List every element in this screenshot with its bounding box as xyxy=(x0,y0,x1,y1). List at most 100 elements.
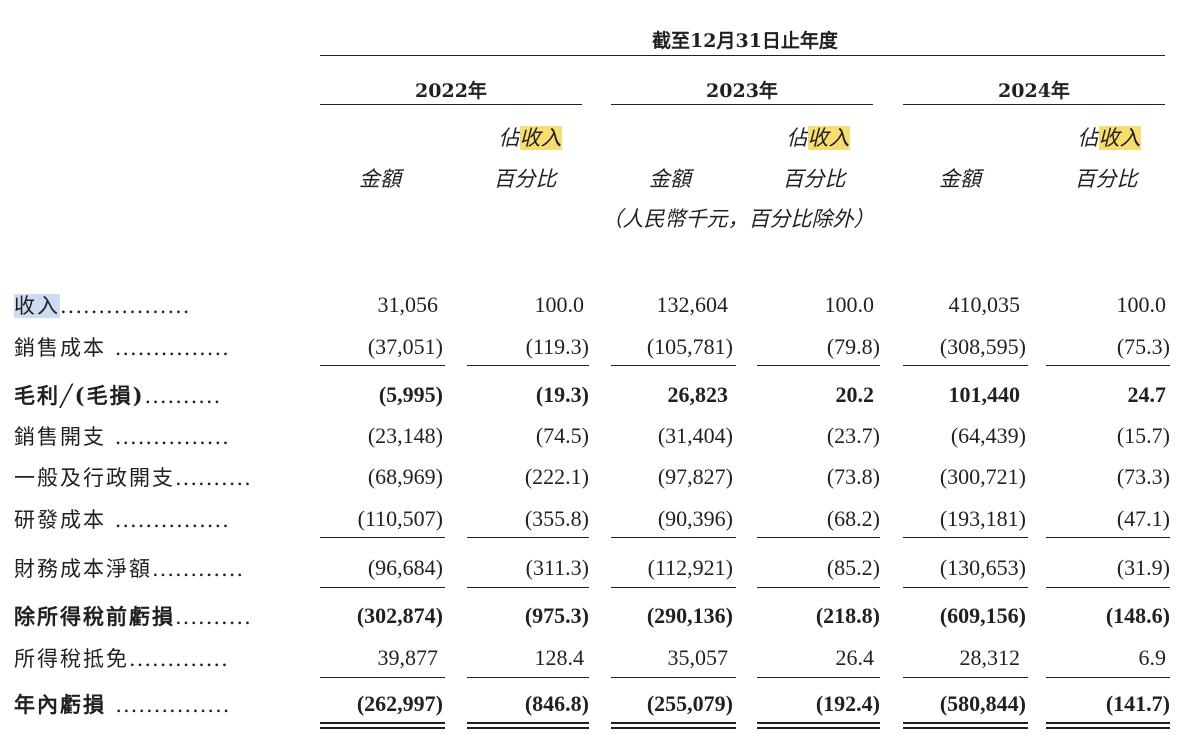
subtotal-rule xyxy=(467,677,589,678)
table-cell: (23.7) xyxy=(826,423,880,448)
table-cell: (130,653) xyxy=(939,555,1026,580)
table-cell: (110,507) xyxy=(357,506,443,531)
row-label-loss-before-tax: 除所得稅前虧損.......... xyxy=(14,604,252,629)
table-cell: (47.1) xyxy=(1116,506,1170,531)
table-cell: (68.2) xyxy=(826,506,880,531)
pct-suffix-2024: 百分比 xyxy=(1074,167,1138,191)
table-cell: (37,051) xyxy=(367,334,443,359)
pct-heading-2023: 佔收入 xyxy=(786,126,850,150)
table-cell: (74.5) xyxy=(535,423,589,448)
table-cell: 28,312 xyxy=(959,645,1021,670)
table-cell: (112,921) xyxy=(647,555,733,580)
subtotal-rule xyxy=(757,365,880,366)
table-cell: (96,684) xyxy=(367,555,443,580)
table-cell: 24.7 xyxy=(1127,382,1167,407)
table-cell: (85.2) xyxy=(826,555,880,580)
subtotal-rule xyxy=(320,537,445,538)
table-cell: (222.1) xyxy=(524,464,589,489)
table-cell: (262,997) xyxy=(356,691,443,716)
table-cell: (23,148) xyxy=(367,423,443,448)
subtotal-rule xyxy=(611,677,736,678)
table-cell: 101,440 xyxy=(948,382,1021,407)
table-cell: 6.9 xyxy=(1138,645,1167,670)
table-cell: (193,181) xyxy=(939,506,1026,531)
table-cell: (73.3) xyxy=(1116,464,1170,489)
subtotal-rule xyxy=(903,587,1028,588)
subtotal-rule xyxy=(320,677,445,678)
year-2023-heading: 2023年 xyxy=(706,80,778,102)
table-cell: (90,396) xyxy=(657,506,733,531)
subtotal-rule xyxy=(1046,677,1170,678)
row-label-revenue: 收入................. xyxy=(14,294,191,318)
table-cell: (311.3) xyxy=(525,555,589,580)
table-cell: 410,035 xyxy=(948,292,1021,317)
subtotal-rule xyxy=(1046,365,1170,366)
table-cell: (68,969) xyxy=(367,464,443,489)
table-cell: 128.4 xyxy=(534,645,585,670)
table-cell: (975.3) xyxy=(524,603,589,628)
row-label-finance-costs: 財務成本淨額............ xyxy=(14,557,245,581)
table-cell: (846.8) xyxy=(524,691,589,716)
amount-heading-2024: 金額 xyxy=(939,167,981,191)
table-cell: 100.0 xyxy=(534,292,585,317)
pct-suffix-2022: 百分比 xyxy=(493,167,557,191)
table-cell: (609,156) xyxy=(939,603,1026,628)
year-2022-rule xyxy=(320,104,582,105)
table-cell: (64,439) xyxy=(950,423,1026,448)
table-cell: (300,721) xyxy=(939,464,1026,489)
table-cell: 100.0 xyxy=(824,292,875,317)
subtotal-rule xyxy=(757,587,880,588)
period-heading: 截至12月31日止年度 xyxy=(652,30,838,52)
table-cell: (255,079) xyxy=(646,691,733,716)
row-label-cost-of-sales: 銷售成本 ............... xyxy=(14,336,230,360)
table-cell: (218.8) xyxy=(815,603,880,628)
table-cell: 39,877 xyxy=(377,645,439,670)
table-cell: (15.7) xyxy=(1116,423,1170,448)
subtotal-rule xyxy=(611,587,736,588)
table-cell: (105,781) xyxy=(646,334,733,359)
table-cell: (192.4) xyxy=(815,691,880,716)
total-double-rule xyxy=(320,722,445,729)
table-cell: (31,404) xyxy=(657,423,733,448)
table-cell: (302,874) xyxy=(356,603,443,628)
total-double-rule xyxy=(467,722,589,729)
total-double-rule xyxy=(903,722,1028,729)
table-cell: (79.8) xyxy=(826,334,880,359)
table-cell: (148.6) xyxy=(1105,603,1170,628)
subtotal-rule xyxy=(757,677,880,678)
subtotal-rule xyxy=(903,677,1028,678)
row-label-admin-expenses: 一般及行政開支.......... xyxy=(14,466,252,490)
table-cell: 26.4 xyxy=(835,645,875,670)
table-cell: 26,823 xyxy=(667,382,729,407)
subtotal-rule xyxy=(903,537,1028,538)
subtotal-rule xyxy=(611,365,736,366)
table-cell: (75.3) xyxy=(1116,334,1170,359)
table-cell: (580,844) xyxy=(939,691,1026,716)
total-double-rule xyxy=(611,722,736,729)
row-label-income-tax-credit: 所得稅抵免............. xyxy=(14,647,229,671)
total-double-rule xyxy=(757,722,880,729)
table-cell: 31,056 xyxy=(377,292,439,317)
subtotal-rule xyxy=(320,365,445,366)
year-2022-heading: 2022年 xyxy=(415,80,487,102)
subtotal-rule xyxy=(320,587,445,588)
table-cell: (308,595) xyxy=(939,334,1026,359)
year-2024-rule xyxy=(903,104,1165,105)
row-label-loss-for-year: 年內虧損 ............... xyxy=(14,692,231,717)
row-label-selling-expenses: 銷售開支 ............... xyxy=(14,425,230,449)
period-rule xyxy=(320,55,1165,56)
subtotal-rule xyxy=(467,587,589,588)
table-cell: (73.8) xyxy=(826,464,880,489)
subtotal-rule xyxy=(611,537,736,538)
table-cell: (119.3) xyxy=(525,334,589,359)
subtotal-rule xyxy=(1046,587,1170,588)
total-double-rule xyxy=(1046,722,1170,729)
table-cell: (355.8) xyxy=(524,506,589,531)
subtotal-rule xyxy=(757,537,880,538)
year-2024-heading: 2024年 xyxy=(998,80,1070,102)
pct-heading-2024: 佔收入 xyxy=(1077,126,1141,150)
pct-suffix-2023: 百分比 xyxy=(782,167,846,191)
amount-heading-2022: 金額 xyxy=(359,167,401,191)
table-cell: (97,827) xyxy=(657,464,733,489)
table-cell: (141.7) xyxy=(1105,691,1170,716)
